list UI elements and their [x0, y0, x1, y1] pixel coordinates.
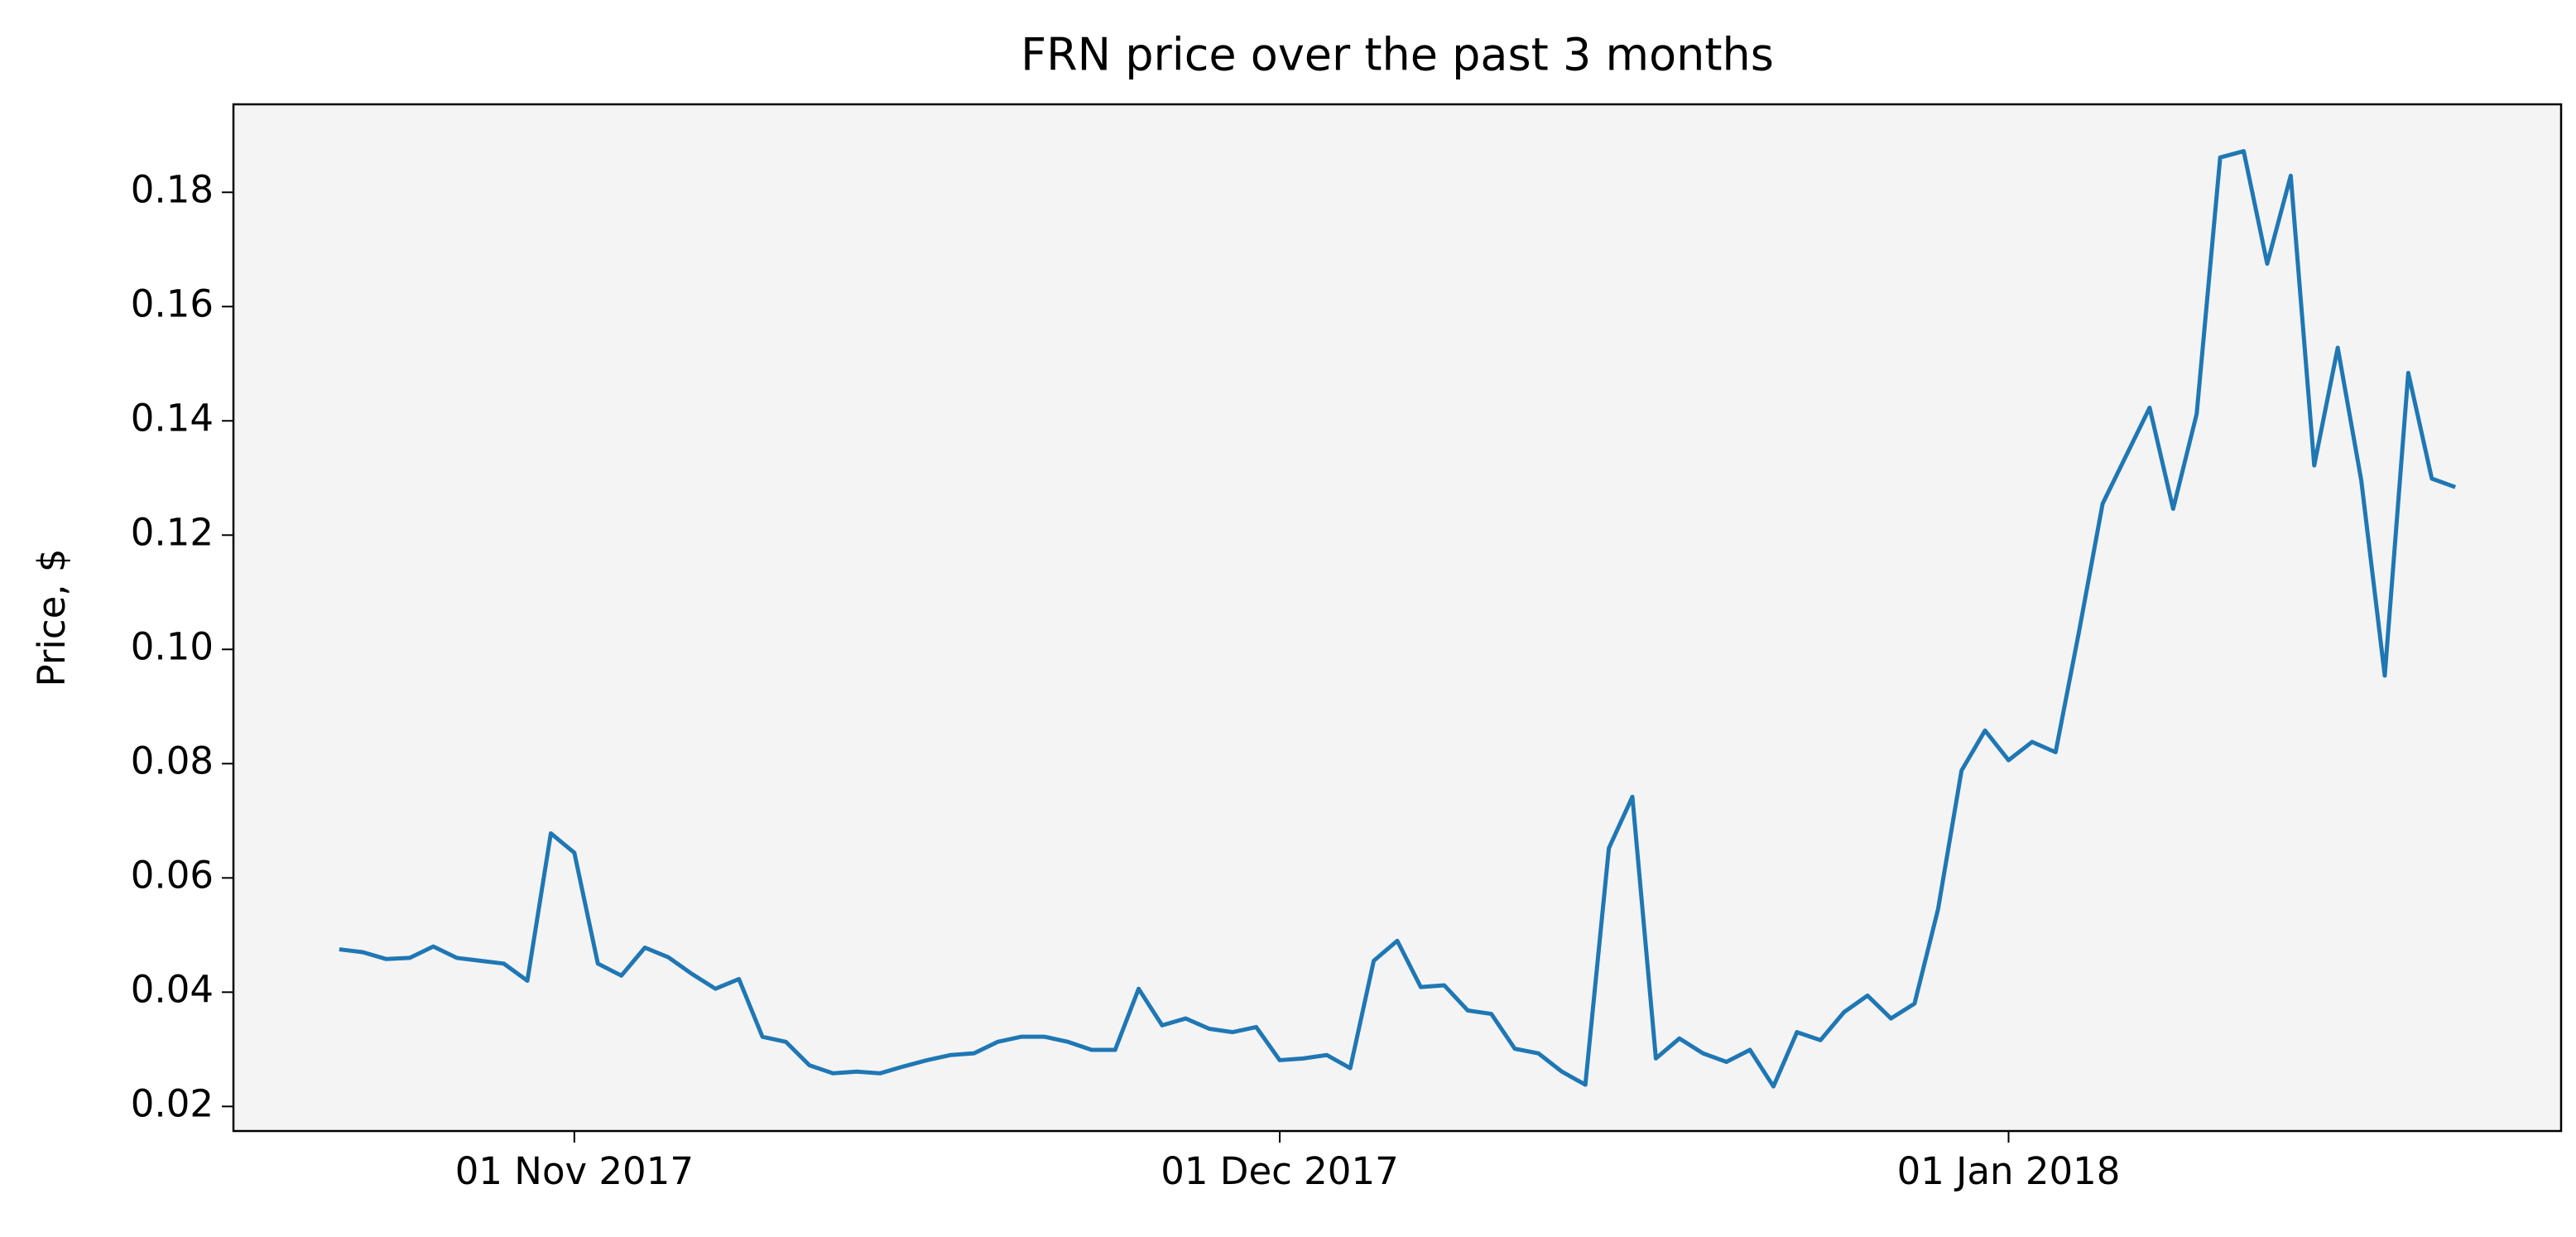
x-tick-label: 01 Dec 2017 — [1161, 1149, 1398, 1193]
x-tick-label: 01 Jan 2018 — [1897, 1149, 2121, 1193]
y-tick-label: 0.18 — [131, 167, 214, 211]
y-tick-label: 0.04 — [131, 967, 214, 1011]
y-tick-label: 0.02 — [131, 1081, 214, 1125]
y-axis-label: Price, $ — [30, 548, 74, 686]
plot-frame — [232, 103, 2563, 1133]
plot-area — [233, 104, 2561, 1131]
y-tick-label: 0.10 — [131, 624, 214, 668]
y-tick-label: 0.06 — [131, 853, 214, 897]
y-tick-label: 0.16 — [131, 282, 214, 325]
y-tick-label: 0.12 — [131, 510, 214, 554]
x-tick-label: 01 Nov 2017 — [455, 1149, 694, 1193]
line — [339, 149, 2457, 1089]
y-tick-label: 0.08 — [131, 739, 214, 782]
y-tick-label: 0.14 — [131, 396, 214, 440]
chart-title: FRN price over the past 3 months — [1021, 29, 1774, 81]
